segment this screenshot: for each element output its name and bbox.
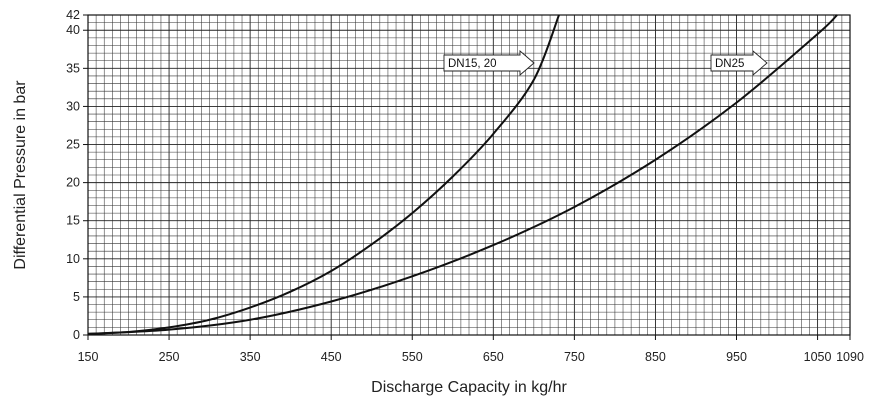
- series-label-dn25: DN25: [710, 50, 768, 76]
- x-axis-title: Discharge Capacity in kg/hr: [371, 379, 567, 396]
- series-line-dn15-20: [87, 14, 560, 335]
- y-axis-title: Differential Pressure in bar: [12, 80, 29, 270]
- plot-frame: [87, 14, 851, 336]
- callout-arrow: [443, 50, 535, 76]
- series-line-dn25: [87, 14, 838, 335]
- series-lines: [87, 14, 838, 335]
- x-tick-label: 950: [726, 350, 747, 364]
- x-tick-labels: 150 250 350 450 550 650 750 850 950 1050 1090: [78, 335, 864, 364]
- y-tick-label: 15: [66, 214, 80, 228]
- x-tick-label: 1050: [804, 350, 832, 364]
- y-tick-label: 0: [73, 328, 80, 342]
- y-tick-label: 42: [66, 8, 80, 22]
- x-tick-label: 450: [321, 350, 342, 364]
- y-tick-label: 10: [66, 252, 80, 266]
- y-tick-label: 5: [73, 290, 80, 304]
- x-tick-label: 1090: [836, 350, 864, 364]
- series-label-text: DN25: [715, 58, 744, 70]
- callout-arrow: [710, 50, 768, 76]
- y-tick-label: 35: [66, 61, 80, 75]
- x-tick-label: 150: [78, 350, 99, 364]
- y-tick-label: 40: [66, 23, 80, 37]
- y-tick-label: 25: [66, 138, 80, 152]
- x-tick-label: 750: [564, 350, 585, 364]
- series-labels: DN15, 20 DN25: [443, 50, 768, 76]
- x-tick-label: 650: [483, 350, 504, 364]
- x-tick-label: 250: [159, 350, 180, 364]
- x-tick-label: 850: [645, 350, 666, 364]
- y-tick-label: 30: [66, 99, 80, 113]
- series-label-text: DN15, 20: [448, 58, 497, 70]
- x-tick-label: 550: [402, 350, 423, 364]
- y-tick-label: 20: [66, 176, 80, 190]
- series-label-dn15-20: DN15, 20: [443, 50, 535, 76]
- x-tick-label: 350: [240, 350, 261, 364]
